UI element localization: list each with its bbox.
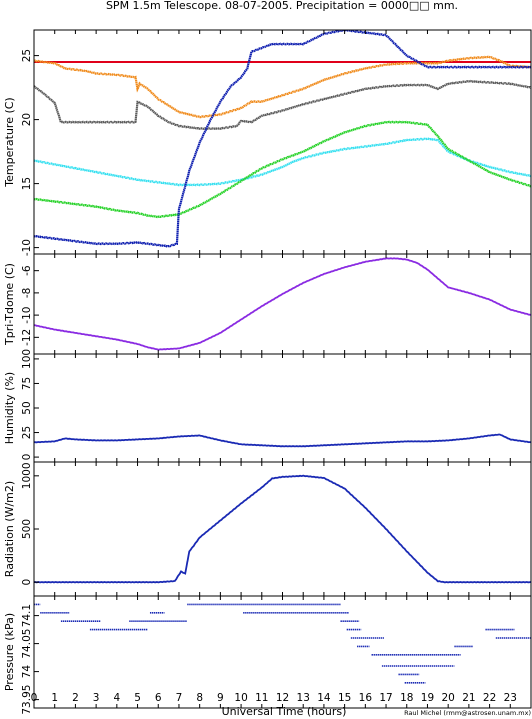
x-tick-label: 15 — [338, 692, 351, 704]
x-tick-label: 2 — [72, 692, 79, 704]
y-tick-label: 0 — [21, 579, 33, 586]
x-tick-label: 13 — [297, 692, 310, 704]
x-tick-label: 16 — [359, 692, 373, 704]
series-3 — [34, 137, 531, 187]
plot-area — [34, 30, 531, 248]
x-tick-label: 11 — [255, 692, 268, 704]
plot-area — [34, 603, 531, 684]
plot-area — [34, 433, 531, 448]
x-tick-label: 1 — [51, 692, 58, 704]
y-tick-label: 100 — [21, 349, 33, 369]
plot-area — [34, 257, 531, 351]
x-tick-label: 21 — [462, 692, 475, 704]
y-tick-label: 74.1 — [21, 604, 33, 627]
y-tick-label: 1000 — [21, 462, 33, 489]
x-tick-label: 6 — [155, 692, 162, 704]
y-tick-label: 50 — [21, 401, 33, 414]
y-tick-label: -10 — [21, 239, 33, 256]
x-tick-label: 12 — [276, 692, 289, 704]
y-tick-label: 15 — [21, 177, 33, 190]
x-tick-label: 4 — [113, 692, 120, 704]
x-tick-label: 10 — [234, 692, 247, 704]
y-tick-label: -8 — [21, 288, 33, 298]
x-tick-label: 8 — [196, 692, 203, 704]
panel-frame — [33, 461, 532, 597]
x-axis-label: Universal Time (hours) — [222, 705, 347, 718]
panel-4: 0 500 1000 Radiation (W/m2) — [3, 461, 532, 597]
series-1 — [34, 433, 531, 448]
y-tick-label: 500 — [21, 519, 33, 539]
y-axis-label: Temperature (C) — [3, 97, 16, 187]
x-tick-label: 20 — [441, 692, 454, 704]
y-axis-label: Radiation (W/m2) — [3, 481, 16, 577]
x-tick-label: 22 — [483, 692, 496, 704]
panel-1: -10 15 20 25 Temperature (C) — [3, 29, 532, 256]
panel-3: 0 25 50 75 100 Humidity (%) — [3, 349, 532, 463]
series-1 — [34, 474, 531, 584]
series-2 — [34, 79, 531, 130]
x-tick-label: 9 — [217, 692, 224, 704]
y-tick-label: -12 — [21, 329, 33, 346]
y-tick-label: 74.05 — [21, 629, 33, 659]
x-tick-label: 5 — [134, 692, 141, 704]
x-tick-label: 14 — [317, 692, 331, 704]
series-4 — [34, 120, 531, 219]
x-tick-label: 18 — [400, 692, 413, 704]
y-tick-label: 73.95 — [21, 685, 33, 715]
series-5 — [34, 30, 531, 248]
figure-title: SPM 1.5m Telescope. 08-07-2005. Precipit… — [106, 0, 458, 12]
y-axis-label: Pressure (kPa) — [3, 613, 16, 691]
x-tick-label: 7 — [176, 692, 183, 704]
x-axis-tick-labels: 0 1 2 3 4 5 6 7 8 9 10 11 12 13 14 15 16 17 18 19 20 21 22 23 — [31, 692, 517, 704]
y-tick-label: 25 — [21, 426, 33, 439]
plot-area — [34, 474, 531, 584]
y-tick-label: 25 — [21, 49, 33, 62]
y-tick-label: 0 — [21, 454, 33, 461]
x-tick-label: 19 — [421, 692, 434, 704]
x-tick-label: 3 — [93, 692, 100, 704]
panel-frame — [33, 29, 532, 255]
credit-text: Raul Michel (rmm@astrosen.unam.mx) — [404, 709, 531, 717]
y-tick-label: 20 — [21, 113, 33, 126]
series-1 — [34, 55, 531, 119]
x-tick-label: 17 — [379, 692, 392, 704]
x-tick-label: 0 — [31, 692, 38, 704]
y-axis-label: Tpri-Tdome (C) — [3, 263, 16, 346]
series-1 — [34, 257, 531, 351]
y-tick-label: -6 — [21, 265, 33, 276]
y-tick-label: -10 — [21, 307, 33, 324]
panel-2: -12 -10 -8 -6 Tpri-Tdome (C) — [3, 253, 532, 355]
x-tick-label: 23 — [504, 692, 517, 704]
y-tick-label: 74 — [21, 665, 33, 679]
y-tick-label: 75 — [21, 377, 33, 390]
y-axis-label: Humidity (%) — [3, 372, 16, 444]
